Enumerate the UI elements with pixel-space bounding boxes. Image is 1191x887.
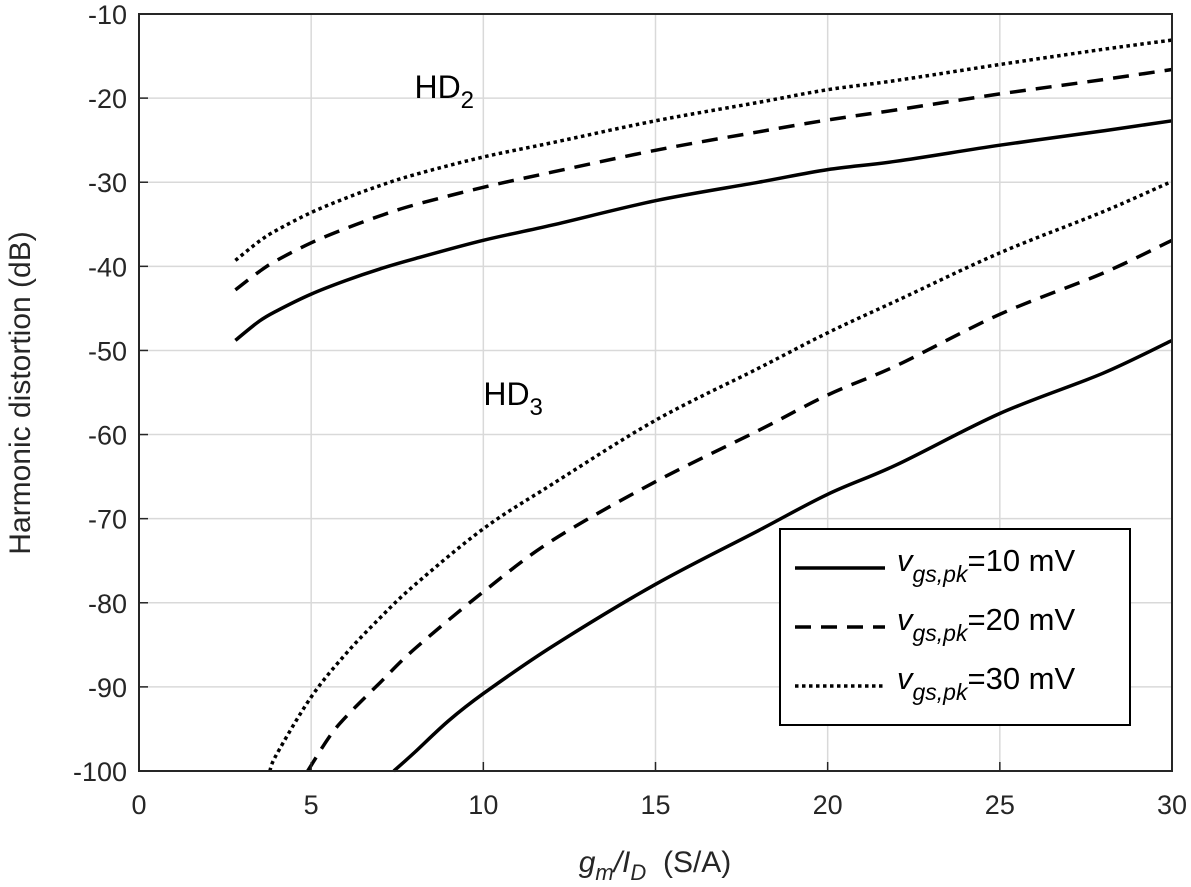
y-tick-label: -30 [88,168,127,198]
legend-entry-10mv: vgs,pk=10 mV [897,543,1076,587]
y-tick-label: -20 [88,84,127,114]
hd2-curve-dotted [234,38,1173,262]
hd3-curve-dotted [268,179,1173,772]
legend-box [779,528,1131,726]
plot-frame [138,13,1173,772]
legend-entry-10mv-v: v [897,543,914,578]
annotation-hd2: HD2 [414,69,474,114]
legend-entry-10mv-sub: gs,pk [913,561,969,587]
annotation-hd3-main: HD [483,376,529,412]
x-axis-label-sub-m: m [595,860,613,885]
data-curves [234,38,1173,773]
annotation-hd2-sub: 2 [461,87,474,114]
y-tick-labels: -10 -20 -30 -40 -50 -60 -70 -80 -90 -100 [73,0,127,787]
legend-entry-30mv-value: =30 mV [967,661,1075,696]
y-tick-label: -50 [88,336,127,366]
y-tick-label: -40 [88,252,127,282]
x-tick-label: 0 [131,790,146,820]
hd2-curve-solid [234,119,1173,342]
y-tick-label: -80 [88,589,127,619]
legend-entry-20mv-v: v [897,602,914,637]
x-tick-label: 30 [1157,790,1187,820]
x-axis-label-slash-i: /I [612,846,631,879]
legend-entry-20mv: vgs,pk=20 mV [897,602,1076,646]
hd2-curve-dashed [234,67,1173,292]
x-tick-label: 15 [640,790,670,820]
y-tick-label: -60 [88,421,127,451]
x-tick-label: 5 [304,790,319,820]
y-tick-label: -90 [88,673,127,703]
x-axis-label: gm/ID (S/A) [579,846,732,885]
legend-entry-30mv: vgs,pk=30 mV [897,661,1076,705]
y-axis-label: Harmonic distortion (dB) [4,231,37,554]
hd3-curve-dashed [306,238,1173,772]
annotation-hd3-sub: 3 [530,394,543,421]
axes-frame [138,13,1173,772]
y-tick-label: -100 [73,757,127,787]
annotation-hd3: HD3 [483,376,543,421]
x-axis-label-g: g [579,846,596,879]
legend-entry-20mv-sub: gs,pk [913,620,969,646]
y-tick-label: -70 [88,505,127,535]
x-tick-label: 20 [813,790,843,820]
legend: vgs,pk=10 mV vgs,pk=20 mV vgs,pk=30 mV [779,528,1131,726]
legend-entry-30mv-v: v [897,661,914,696]
hd3-curve-solid [392,338,1173,773]
x-tick-label: 10 [468,790,498,820]
legend-entry-20mv-value: =20 mV [967,602,1075,637]
x-tick-label: 25 [985,790,1015,820]
legend-entry-30mv-sub: gs,pk [913,679,969,705]
annotation-hd2-main: HD [414,69,460,105]
legend-entry-10mv-value: =10 mV [967,543,1075,578]
x-tick-labels: 0 5 10 15 20 25 30 [131,790,1187,820]
x-axis-label-unit: (S/A) [646,846,731,879]
y-tick-label: -10 [88,0,127,30]
x-axis-label-sub-d: D [630,860,646,885]
